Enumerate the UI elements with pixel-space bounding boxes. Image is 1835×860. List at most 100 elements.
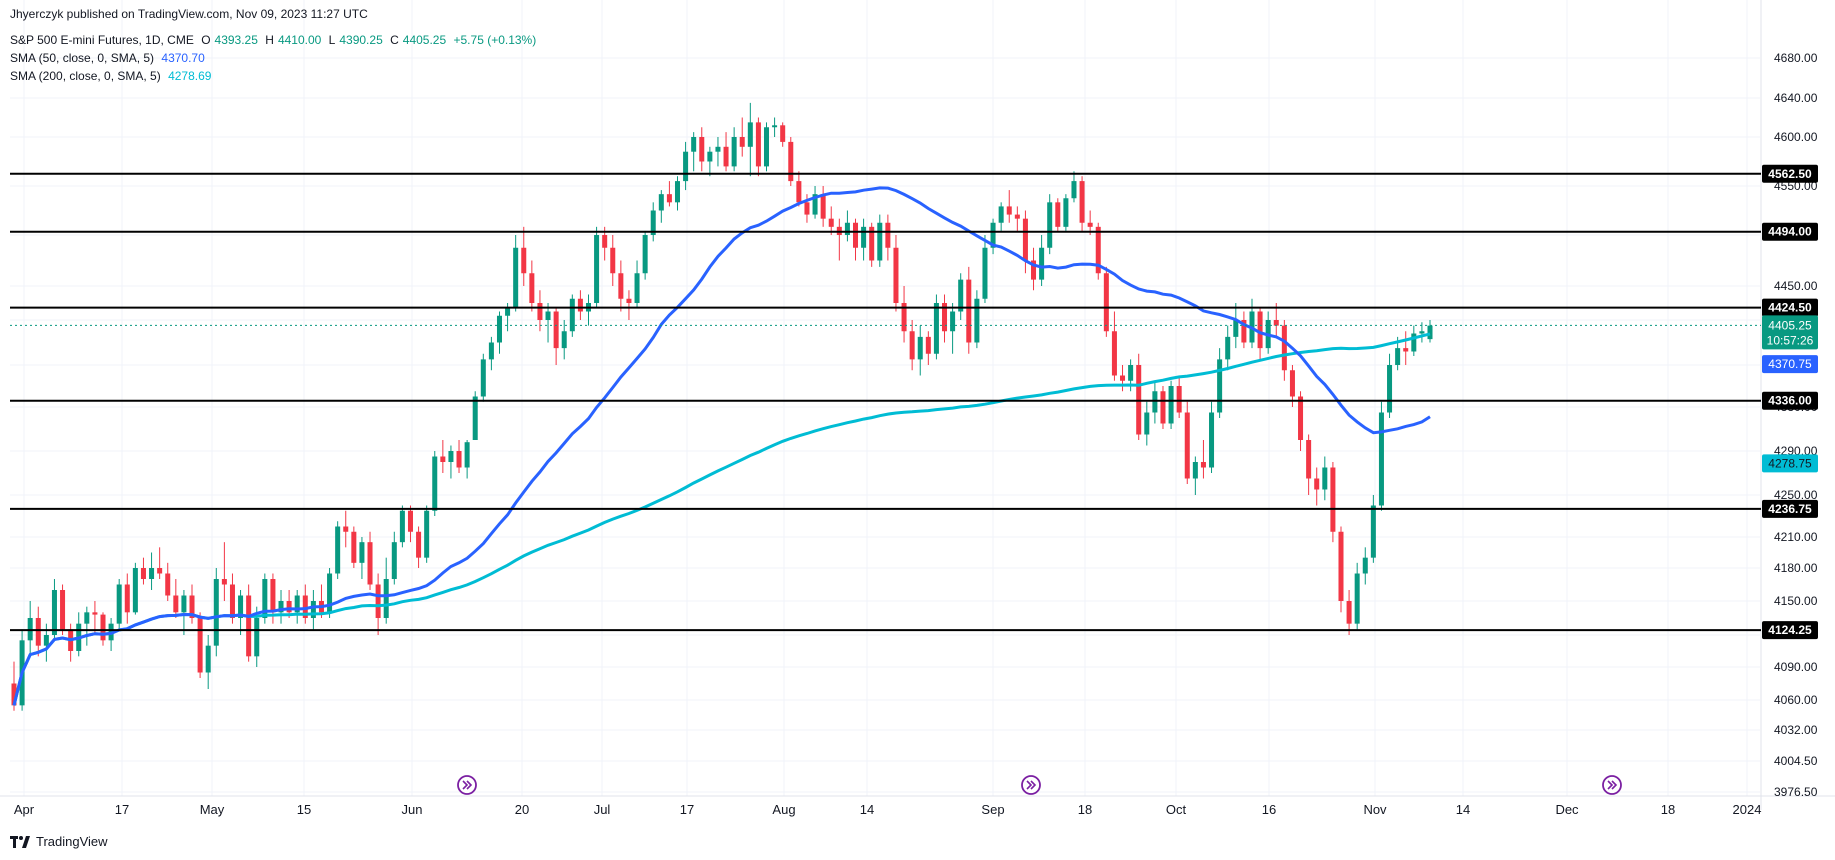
candle-up: [1419, 331, 1425, 334]
candle-up: [149, 568, 155, 579]
candle-down: [618, 273, 624, 299]
sma50-price-label: 4370.75: [1768, 357, 1812, 371]
x-tick-label: Jun: [402, 802, 423, 817]
candle-up: [950, 311, 956, 332]
x-tick-label: 15: [297, 802, 311, 817]
sma200-legend[interactable]: SMA (200, close, 0, SMA, 5) 4278.69: [10, 69, 215, 83]
candle-down: [92, 612, 98, 615]
sma50-label: SMA (50, close, 0, SMA, 5): [10, 51, 155, 65]
y-tick-label: 4640.00: [1774, 91, 1818, 105]
candle-up: [683, 151, 689, 182]
candle-up: [658, 194, 664, 211]
candle-up: [933, 303, 939, 354]
candle-down: [286, 601, 292, 613]
close-value: 4405.25: [402, 33, 447, 47]
candle-up: [116, 584, 122, 624]
candle-down: [1289, 370, 1295, 397]
candle-up: [1063, 198, 1069, 227]
y-tick-label: 4210.00: [1774, 530, 1818, 544]
candle-up: [1362, 557, 1368, 574]
sma200-value: 4278.69: [168, 69, 212, 83]
candle-up: [812, 194, 818, 215]
y-tick-label: 3976.50: [1774, 785, 1818, 799]
candle-up: [1395, 348, 1401, 365]
event-marker-icon[interactable]: [457, 775, 477, 795]
sma50-value: 4370.70: [161, 51, 205, 65]
published-text: Jhyerczyk published on TradingView.com, …: [10, 7, 368, 21]
candle-down: [577, 298, 583, 312]
y-tick-label: 4004.50: [1774, 754, 1818, 768]
candle-down: [229, 584, 235, 618]
low-value: 4390.25: [339, 33, 383, 47]
candle-down: [173, 595, 179, 613]
candle-down: [1346, 601, 1352, 624]
candle-down: [602, 235, 608, 248]
candle-up: [691, 137, 697, 152]
candle-down: [828, 218, 834, 227]
candle-down: [1120, 375, 1126, 381]
tradingview-footer[interactable]: TradingView: [10, 834, 108, 849]
candle-down: [521, 247, 527, 274]
candle-up: [1378, 412, 1384, 506]
x-tick-label: 2024: [1733, 802, 1762, 817]
candle-up: [432, 456, 438, 511]
candle-up: [359, 542, 365, 563]
candle-down: [699, 137, 705, 162]
candle-down: [302, 595, 308, 618]
candle-down: [1006, 206, 1012, 215]
level-label-bg: [1762, 499, 1818, 518]
candle-up: [877, 222, 883, 261]
candle-up: [43, 635, 49, 646]
sma50-price-label-bg: [1762, 355, 1818, 374]
candle-up: [238, 595, 244, 618]
candle-up: [634, 273, 640, 303]
candle-down: [1403, 348, 1409, 352]
candle-up: [383, 579, 389, 618]
candle-up: [424, 510, 430, 558]
candle-down: [1111, 331, 1117, 376]
candle-down: [893, 247, 899, 303]
candle-down: [1314, 478, 1320, 490]
candle-down: [246, 595, 252, 657]
candle-up: [513, 247, 519, 308]
candle-down: [456, 451, 462, 468]
high-value: 4410.00: [277, 33, 322, 47]
level-label: 4424.50: [1768, 301, 1812, 315]
candle-up: [772, 125, 778, 128]
candle-up: [335, 526, 341, 574]
candle-up: [707, 151, 713, 162]
candle-down: [942, 303, 948, 332]
candle-down: [165, 573, 171, 596]
y-tick-label: 4250.00: [1774, 488, 1818, 502]
x-tick-label: Sep: [981, 802, 1004, 817]
candle-down: [407, 510, 413, 532]
candle-down: [124, 584, 130, 613]
level-label-bg: [1762, 298, 1818, 317]
candle-up: [310, 601, 316, 618]
y-tick-label: 4450.00: [1774, 279, 1818, 293]
candle-down: [1330, 467, 1336, 532]
event-marker-icon[interactable]: [1021, 775, 1041, 795]
candle-up: [132, 568, 138, 613]
candle-down: [416, 531, 422, 558]
candle-down: [221, 579, 227, 585]
candle-up: [1411, 333, 1417, 352]
x-tick-label: 14: [1456, 802, 1470, 817]
candle-down: [1103, 273, 1109, 332]
high-label: H: [265, 33, 274, 47]
candle-down: [343, 526, 349, 532]
candle-down: [529, 273, 535, 303]
candle-up: [1225, 336, 1231, 360]
candle-up: [448, 451, 454, 462]
candle-up: [51, 590, 57, 635]
sma50-legend[interactable]: SMA (50, close, 0, SMA, 5) 4370.70: [10, 51, 209, 65]
event-marker-icon[interactable]: [1602, 775, 1622, 795]
candle-up: [496, 315, 502, 343]
level-label-bg: [1762, 391, 1818, 410]
candle-up: [181, 595, 187, 613]
candle-up: [1209, 412, 1215, 468]
candle-down: [197, 618, 203, 673]
candle-up: [844, 222, 850, 235]
candle-down: [1298, 396, 1304, 440]
